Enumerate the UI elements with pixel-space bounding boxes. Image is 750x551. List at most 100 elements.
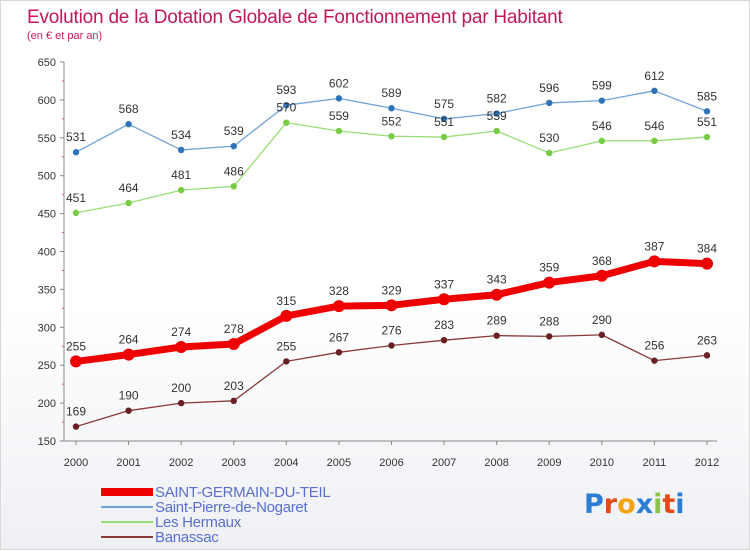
data-label: 190 (119, 389, 139, 403)
data-label: 256 (644, 339, 664, 353)
data-point (125, 407, 132, 414)
y-tick-label: 600 (38, 95, 56, 107)
y-tick-label: 200 (38, 398, 56, 410)
data-point (440, 115, 448, 123)
data-label: 552 (381, 114, 401, 128)
data-label: 602 (329, 76, 349, 90)
data-point (546, 149, 553, 157)
data-label: 612 (644, 69, 664, 83)
data-point (283, 102, 290, 109)
data-label: 585 (697, 89, 717, 103)
x-tick-label: 2004 (274, 457, 298, 469)
x-tick-label: 2008 (484, 457, 508, 469)
data-point (335, 127, 343, 135)
x-tick-label: 2002 (169, 457, 193, 469)
legend-swatch (101, 536, 153, 538)
data-point (177, 146, 185, 154)
y-tick-label: 550 (38, 133, 56, 145)
data-label: 546 (592, 119, 612, 133)
data-point (388, 133, 395, 140)
data-label: 589 (381, 86, 401, 100)
data-label: 329 (381, 283, 401, 297)
data-label: 290 (592, 313, 612, 327)
data-point (595, 269, 608, 282)
data-point (598, 331, 606, 339)
legend-swatch (101, 521, 153, 523)
logo-letter: o (617, 489, 636, 520)
data-point (598, 137, 606, 145)
data-point (651, 87, 658, 95)
data-label: 315 (276, 294, 296, 308)
x-tick-label: 2010 (590, 457, 614, 469)
data-label: 255 (66, 339, 86, 353)
data-label: 464 (119, 181, 139, 195)
x-tick-label: 2006 (379, 457, 403, 469)
data-label: 451 (66, 191, 86, 205)
data-point (440, 336, 448, 344)
data-point (72, 209, 80, 217)
data-label: 278 (224, 322, 244, 336)
data-label: 264 (119, 333, 139, 347)
legend-label: Saint-Pierre-de-Nogaret (155, 499, 308, 516)
data-label: 387 (644, 239, 664, 253)
data-point (125, 120, 132, 128)
x-tick-label: 2012 (695, 457, 719, 469)
data-point (493, 332, 500, 339)
logo-letter: x (635, 489, 654, 520)
data-label: 283 (434, 318, 454, 332)
data-label: 328 (329, 284, 349, 298)
logo-letter: i (653, 489, 663, 520)
data-label: 288 (539, 314, 559, 328)
data-label: 575 (434, 97, 454, 111)
data-label: 539 (224, 124, 244, 138)
y-tick-label: 400 (38, 247, 56, 259)
data-label: 276 (381, 323, 401, 337)
data-point (388, 105, 395, 112)
data-point (283, 358, 290, 365)
data-point (648, 255, 661, 268)
data-label: 337 (434, 277, 454, 291)
data-point (227, 337, 240, 350)
data-label: 384 (697, 242, 717, 256)
data-point (72, 423, 80, 430)
data-point (177, 399, 185, 407)
data-point (385, 299, 398, 312)
legend-label: Banassac (155, 529, 219, 546)
data-label: 570 (276, 101, 296, 115)
y-tick-label: 350 (38, 284, 56, 296)
legend-swatch (101, 506, 153, 508)
data-label: 559 (487, 109, 507, 123)
data-label: 486 (224, 164, 244, 178)
data-point (335, 349, 343, 356)
data-point (283, 119, 290, 126)
data-point (490, 288, 503, 301)
data-label: 203 (224, 379, 244, 393)
x-tick-label: 2009 (537, 457, 561, 469)
data-label: 200 (171, 381, 191, 395)
data-label: 531 (66, 130, 86, 144)
data-label: 263 (697, 333, 717, 347)
data-label: 559 (329, 109, 349, 123)
y-tick-label: 650 (38, 57, 56, 69)
data-label: 169 (66, 405, 86, 419)
data-label: 599 (592, 79, 612, 93)
data-label: 481 (171, 168, 191, 182)
data-point (230, 183, 237, 190)
data-label: 596 (539, 81, 559, 95)
logo-letter: P (584, 489, 604, 520)
x-tick-label: 2003 (222, 457, 246, 469)
data-point (598, 97, 606, 104)
data-point (230, 397, 237, 405)
chart-title: Evolution de la Dotation Globale de Fonc… (27, 7, 563, 28)
data-point (701, 257, 713, 270)
legend-swatch (101, 488, 153, 496)
legend-label: Les Hermaux (155, 514, 241, 531)
y-tick-label: 150 (38, 436, 56, 448)
data-point (177, 186, 185, 194)
data-label: 530 (539, 131, 559, 145)
data-point (388, 342, 395, 349)
data-point (703, 108, 711, 115)
y-tick-label: 250 (38, 360, 56, 372)
x-tick-label: 2000 (64, 457, 88, 469)
